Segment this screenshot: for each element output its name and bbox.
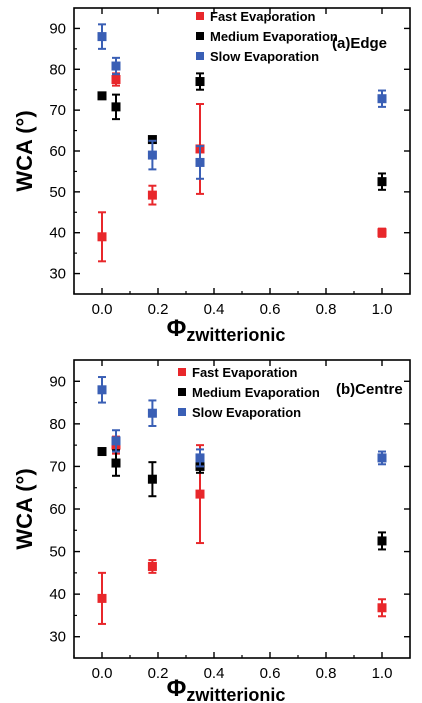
panel-2-legend-label: Slow Evaporation [192, 405, 301, 420]
panel-2-x-axis-label: Φzwitterionic [167, 675, 286, 703]
panel-1-legend-label: Medium Evaporation [210, 29, 338, 44]
panel-2-legend-label: Medium Evaporation [192, 385, 320, 400]
panel-1-legend-label: Slow Evaporation [210, 49, 319, 64]
panel-2-data-point [195, 453, 205, 463]
panel-1-data-point [147, 190, 157, 200]
panel-2-y-tick-label: 60 [49, 501, 66, 518]
panel-1-legend-marker [196, 52, 204, 60]
panel-2-legend-marker [178, 388, 186, 396]
panel-1-legend-marker [196, 32, 204, 40]
panel-1-data-point [97, 91, 107, 101]
panel-1-y-axis-label: WCA (°) [12, 110, 37, 191]
panel-2-legend-label: Fast Evaporation [192, 365, 298, 380]
panel-2-data-point [111, 458, 121, 468]
panel-1-y-tick-label: 50 [49, 184, 66, 201]
panel-2-data-point [195, 489, 205, 499]
panel-1-x-tick-label: 0.2 [148, 301, 169, 318]
panel-2-data-point [97, 447, 107, 457]
panel-1-y-tick-label: 80 [49, 61, 66, 78]
panel-1-data-point [377, 228, 387, 238]
panel-1-x-tick-label: 0.0 [92, 301, 113, 318]
panel-1-x-tick-label: 0.8 [316, 301, 337, 318]
panel-1-annotation: (a)Edge [332, 35, 387, 52]
panel-2: 0.0 0.2 0.4 0.6 0.8 1.0 30 40 50 60 70 80 90 WCA (°) Φ… [12, 359, 411, 703]
panel-1-legend-marker [196, 12, 204, 20]
panel-1-x-axis-label: Φzwitterionic [167, 315, 286, 345]
panel-2-data-point [147, 408, 157, 418]
panel-1: 0.0 0.2 0.4 0.6 0.8 1.0 30 40 50 60 70 80 90 WCA (°) Φ… [12, 7, 411, 345]
panel-2-data-point [377, 536, 387, 546]
panel-1-data-point [147, 135, 157, 145]
panel-2-x-tick-label: 0.0 [92, 665, 113, 682]
panel-2-x-tick-label: 0.2 [148, 665, 169, 682]
panel-2-data-point [111, 436, 121, 446]
panel-2-x-tick-label: 0.8 [316, 665, 337, 682]
panel-1-y-tick-label: 40 [49, 225, 66, 242]
panel-2-y-tick-label: 50 [49, 544, 66, 561]
panel-1-data-point [111, 75, 121, 84]
panel-1-legend-label: Fast Evaporation [210, 9, 316, 24]
panel-1-data-point [97, 232, 107, 242]
panel-1-y-tick-label: 30 [49, 266, 66, 283]
panel-1-data-point [195, 77, 205, 87]
panel-2-data-point [147, 474, 157, 484]
panel-2-data-point [377, 603, 387, 613]
panel-1-data-point [377, 177, 387, 187]
panel-1-x-tick-label: 1.0 [372, 301, 393, 318]
panel-1-data-point [111, 102, 121, 112]
panel-2-data-point [377, 453, 387, 463]
panel-2-y-tick-label: 30 [49, 629, 66, 646]
panel-2-legend-marker [178, 408, 186, 416]
panel-2-annotation: (b)Centre [336, 381, 403, 398]
panel-1-x-tick-label: 0.4 [204, 301, 225, 318]
panel-2-data-point [97, 593, 107, 603]
panel-1-data-point [377, 94, 387, 104]
panel-2-x-tick-label: 1.0 [372, 665, 393, 682]
panel-1-data-point [195, 157, 205, 167]
panel-1-data-point [147, 150, 157, 160]
panel-2-y-tick-label: 70 [49, 458, 66, 475]
panel-1-data-point [111, 61, 121, 71]
panel-2-x-tick-label: 0.4 [204, 665, 225, 682]
panel-1-x-tick-label: 0.6 [260, 301, 281, 318]
panel-2-data-point [97, 385, 107, 395]
panel-2-y-tick-label: 90 [49, 373, 66, 390]
panel-1-y-tick-label: 60 [49, 143, 66, 160]
panel-2-legend-marker [178, 368, 186, 376]
panel-1-y-tick-label: 90 [49, 20, 66, 37]
panel-1-y-tick-label: 70 [49, 102, 66, 119]
panel-2-data-point [147, 561, 157, 571]
panel-1-data-point [97, 32, 107, 42]
panel-2-y-tick-label: 40 [49, 586, 66, 603]
panel-2-y-tick-label: 80 [49, 416, 66, 433]
panel-2-y-axis-label: WCA (°) [12, 468, 37, 549]
panel-2-x-tick-label: 0.6 [260, 665, 281, 682]
